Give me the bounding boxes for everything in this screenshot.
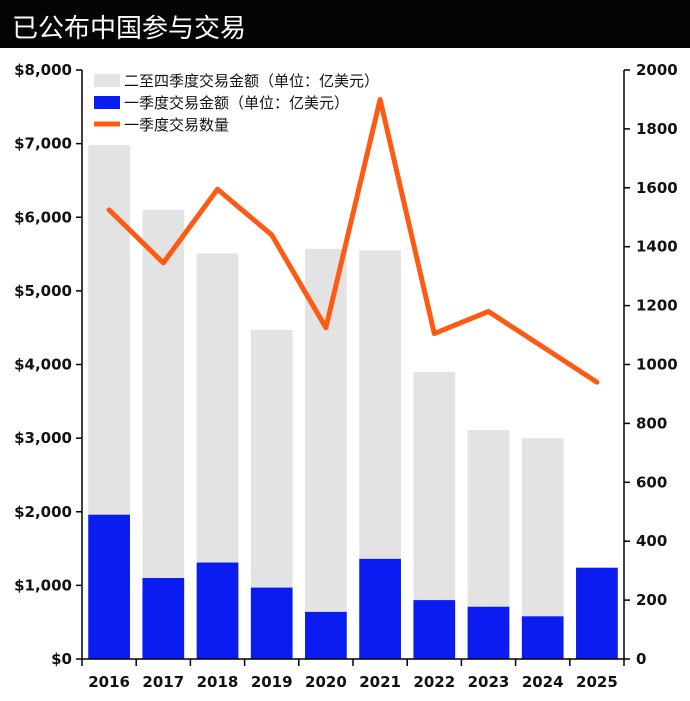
bar-q2q4-2020	[305, 248, 347, 612]
right-tick-label: 400	[636, 532, 667, 550]
axes-layer: $0 $1,000 $2,000 $3,000 $4,000 $5,000 $6,000 $7…	[14, 61, 678, 691]
right-tick-label: 1800	[636, 120, 678, 138]
x-tick-label: 2017	[142, 673, 184, 691]
right-tick-label: 0	[636, 650, 646, 668]
x-tick-label: 2024	[522, 673, 564, 691]
bar-q2q4-2019	[250, 329, 293, 588]
x-tick-label: 2019	[251, 673, 293, 691]
x-tick-label: 2022	[413, 673, 455, 691]
left-tick-label: $7,000	[14, 135, 72, 153]
x-tick-label: 2021	[359, 673, 401, 691]
bar-q1-2019	[250, 587, 293, 659]
right-tick-label: 600	[636, 473, 667, 491]
bar-q2q4-2021	[359, 250, 401, 559]
legend-label-0: 二至四季度交易金额（单位：亿美元）	[124, 72, 379, 90]
right-tick-label: 1000	[636, 356, 678, 374]
bar-q1-2016	[88, 514, 130, 659]
legend-label-1: 一季度交易金额（单位：亿美元）	[124, 94, 349, 112]
chart-title: 已公布中国参与交易	[12, 14, 247, 44]
right-tick-label: 1200	[636, 297, 678, 315]
right-tick-label: 1600	[636, 179, 678, 197]
x-tick-label: 2025	[576, 673, 618, 691]
right-tick-label: 200	[636, 591, 667, 609]
bar-q2q4-2018	[196, 253, 239, 563]
line-layer	[106, 96, 600, 385]
bar-q2q4-2017	[142, 209, 185, 579]
right-tick-label: 1400	[636, 238, 678, 256]
legend: 二至四季度交易金额（单位：亿美元） 一季度交易金额（单位：亿美元） 一季度交易数量	[94, 72, 379, 134]
bar-q1-2018	[196, 562, 239, 659]
title-bar: 已公布中国参与交易	[0, 0, 690, 48]
left-tick-label: $2,000	[14, 503, 72, 521]
bar-q1-2020	[305, 611, 347, 659]
left-tick-label: $3,000	[14, 429, 72, 447]
bar-q2q4-2016	[88, 145, 130, 515]
bar-q1-2025	[576, 567, 618, 659]
bar-q1-2021	[359, 558, 401, 659]
legend-label-2: 一季度交易数量	[124, 116, 229, 134]
bar-q2q4-2023	[467, 430, 510, 607]
legend-swatch-1	[94, 96, 120, 109]
bar-q1-2024	[521, 616, 564, 659]
x-tick-label: 2016	[88, 673, 130, 691]
x-tick-label: 2020	[305, 673, 347, 691]
bars-layer	[88, 145, 618, 659]
bar-q2q4-2022	[413, 371, 456, 601]
line-deal-count	[106, 96, 600, 385]
x-tick-label: 2023	[468, 673, 510, 691]
left-tick-label: $0	[51, 650, 72, 668]
right-tick-label: 2000	[636, 61, 678, 79]
x-tick-label: 2018	[197, 673, 239, 691]
bar-q1-2022	[413, 600, 456, 659]
left-tick-label: $1,000	[14, 576, 72, 594]
left-tick-label: $8,000	[14, 61, 72, 79]
right-tick-label: 800	[636, 414, 667, 432]
bar-q1-2017	[142, 578, 185, 659]
left-tick-label: $6,000	[14, 208, 72, 226]
bar-q2q4-2024	[521, 438, 564, 617]
bar-q1-2023	[467, 606, 510, 659]
left-tick-label: $4,000	[14, 356, 72, 374]
left-tick-label: $5,000	[14, 282, 72, 300]
legend-swatch-0	[94, 74, 120, 87]
